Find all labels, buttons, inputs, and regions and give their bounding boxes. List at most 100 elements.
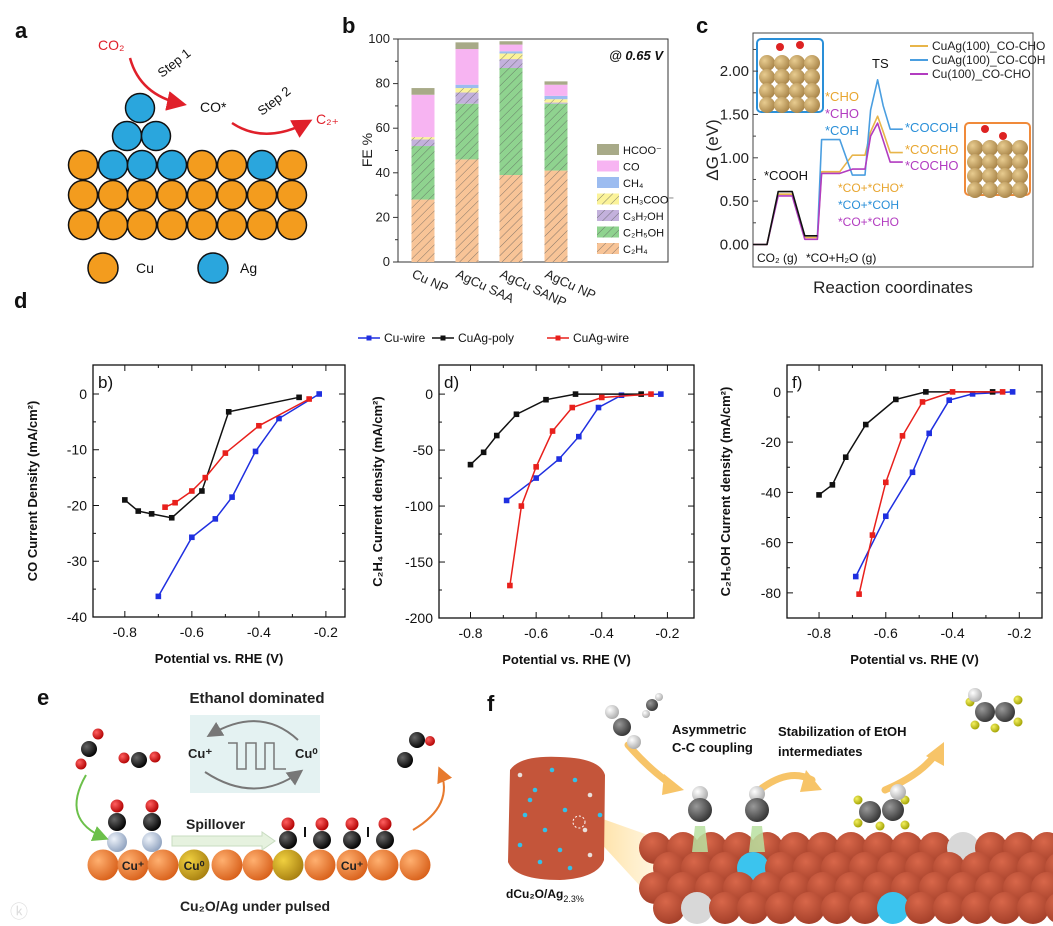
c-atom xyxy=(688,798,712,822)
cu-atom xyxy=(821,892,853,924)
legend-marker xyxy=(366,335,372,341)
data-point xyxy=(576,433,582,440)
data-point xyxy=(899,433,906,439)
panel-a-schematic: CO₂ Step 1 CO* Step 2 C₂₊ Cu Ag xyxy=(67,37,339,284)
y-tick-label: 2.00 xyxy=(720,63,749,80)
cu-atom xyxy=(246,179,278,211)
state-label-co_h2o: *CO+H₂O (g) xyxy=(806,251,876,265)
data-point xyxy=(225,409,232,415)
data-point xyxy=(949,389,956,395)
bar-segment xyxy=(411,199,435,262)
cu-atom xyxy=(186,209,218,241)
cu-atom xyxy=(1017,892,1049,924)
step1-label: Step 1 xyxy=(155,45,194,80)
x-tick-label: -0.8 xyxy=(807,625,831,641)
cu-atom xyxy=(774,69,790,85)
data-point xyxy=(869,532,876,538)
y-axis-title: C₂H₅OH Current density (mA/cm²) xyxy=(718,387,733,597)
data-point xyxy=(598,394,605,401)
o-atom xyxy=(281,817,295,831)
y-tick-label: -100 xyxy=(405,498,433,514)
panel-label-d: d xyxy=(14,288,27,313)
spillover-arrow xyxy=(171,831,276,851)
c-atom xyxy=(882,799,904,821)
legend-label: CH₃COO⁻ xyxy=(623,195,674,207)
o-atom xyxy=(345,817,359,831)
legend-label: C₂H₅OH xyxy=(623,228,664,240)
bar-segment xyxy=(499,51,523,54)
y-tick-label: -20 xyxy=(67,497,87,513)
bar-segment xyxy=(455,84,479,89)
data-point xyxy=(252,448,259,455)
y-tick-label: 40 xyxy=(376,165,390,180)
c-atom xyxy=(745,798,769,822)
ag-dot xyxy=(522,812,528,818)
co2-label: CO₂ xyxy=(98,37,124,53)
plot-frame xyxy=(438,364,695,619)
free-energy-diagram: 0.00 0.50 1.00 1.50 2.00 ΔG (eV) Reaction coor… xyxy=(703,32,1045,297)
cu-atom xyxy=(759,69,775,85)
square-wave-icon xyxy=(228,742,286,770)
data-point xyxy=(296,394,302,401)
data-point xyxy=(222,450,229,456)
cu-atom xyxy=(804,69,820,85)
x-tick-label: -0.2 xyxy=(1007,625,1031,641)
bar-segment xyxy=(455,49,479,85)
cu2o-ag-caption: Cu₂O/Ag under pulsed xyxy=(180,898,330,914)
y-axis-title: CO Current Density (mA/cm²) xyxy=(25,401,40,582)
panel-d-legend: Cu-wire CuAg-poly CuAg-wire xyxy=(358,331,629,345)
bar-segment xyxy=(455,92,479,104)
cu-atom xyxy=(681,892,713,924)
cu-atom xyxy=(399,849,431,881)
x-axis-title: Reaction coordinates xyxy=(813,278,973,297)
panel-label-e: e xyxy=(37,685,49,710)
y-axis-title: C₂H₄ Current density (mA/cm²) xyxy=(370,396,385,586)
cu-legend-swatch xyxy=(87,252,119,284)
cu-atom xyxy=(709,892,741,924)
y-tick-label: 1.00 xyxy=(720,150,749,167)
y-tick-label: -10 xyxy=(67,442,87,458)
bar-segment xyxy=(544,102,568,104)
intermediates-label: intermediates xyxy=(778,744,863,759)
data-point xyxy=(618,392,625,399)
inset-slab-left xyxy=(759,41,820,113)
co2-molecule xyxy=(81,741,97,757)
x-axis-title: Potential vs. RHE (V) xyxy=(502,652,631,667)
y-tick-label: -200 xyxy=(405,610,433,626)
cu-atom xyxy=(147,849,179,881)
bar-segment xyxy=(411,88,435,95)
panel-label-a: a xyxy=(15,18,28,43)
cycle-arrow-top xyxy=(206,720,299,741)
flow-arrow-1-head xyxy=(662,774,684,795)
data-point xyxy=(276,415,282,422)
c-atom xyxy=(108,813,126,831)
legend-label: C₃H₇OH xyxy=(623,211,664,223)
subpanel-tag: d) xyxy=(444,373,459,392)
cu-atom xyxy=(982,154,998,170)
data-point xyxy=(842,454,849,461)
step1-arrow xyxy=(128,57,187,111)
data-point xyxy=(909,469,916,476)
data-point xyxy=(999,389,1006,395)
y-tick-label: 0.50 xyxy=(720,193,749,210)
data-point xyxy=(572,391,579,397)
co-intermediate-label: CO* xyxy=(200,99,227,115)
y-tick-label: 80 xyxy=(376,76,390,91)
ag-dot xyxy=(567,865,573,871)
x-tick-label: Cu NP xyxy=(410,266,451,296)
y-tick-label: -80 xyxy=(761,585,781,601)
cu-atom xyxy=(242,849,274,881)
series-line-cu-wire xyxy=(157,393,320,597)
legend-label: CuAg(100)_CO-COH xyxy=(932,53,1045,67)
x-tick-label: -0.6 xyxy=(874,625,898,641)
data-point xyxy=(162,504,168,510)
ag-dot xyxy=(549,767,555,773)
cu-atom xyxy=(1012,182,1028,198)
cu-atom xyxy=(997,140,1013,156)
cu-atom xyxy=(997,154,1013,170)
cu-atom xyxy=(1012,154,1028,170)
bar-segment xyxy=(411,137,435,140)
